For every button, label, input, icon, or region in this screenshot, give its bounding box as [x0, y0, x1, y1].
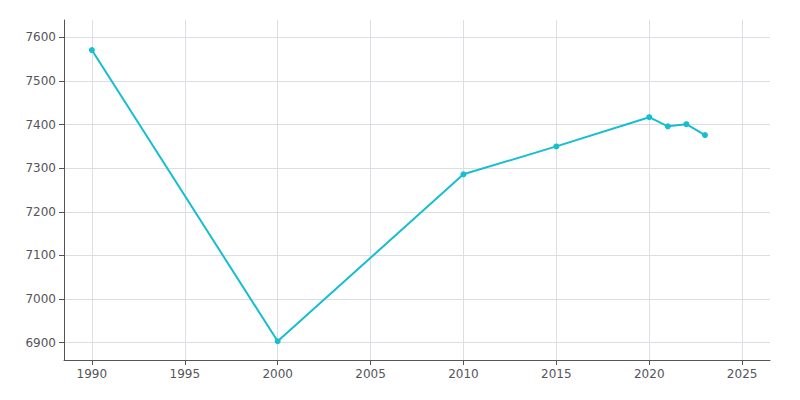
svg-text:7400: 7400 — [25, 118, 56, 132]
svg-text:2010: 2010 — [448, 367, 479, 381]
svg-text:1990: 1990 — [77, 367, 108, 381]
svg-text:2005: 2005 — [355, 367, 386, 381]
svg-text:2000: 2000 — [262, 367, 293, 381]
svg-text:7200: 7200 — [25, 205, 56, 219]
svg-text:2025: 2025 — [727, 367, 758, 381]
svg-text:7000: 7000 — [25, 292, 56, 306]
svg-text:1995: 1995 — [169, 367, 200, 381]
svg-text:2015: 2015 — [541, 367, 572, 381]
svg-text:7600: 7600 — [25, 30, 56, 44]
svg-text:2020: 2020 — [634, 367, 665, 381]
svg-text:7500: 7500 — [25, 74, 56, 88]
svg-text:7300: 7300 — [25, 161, 56, 175]
svg-text:7100: 7100 — [25, 248, 56, 262]
svg-text:6900: 6900 — [25, 336, 56, 350]
